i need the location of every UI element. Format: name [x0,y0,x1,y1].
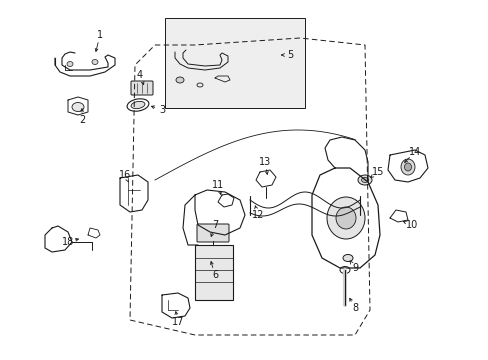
Ellipse shape [326,197,364,239]
Ellipse shape [67,62,73,67]
Text: 15: 15 [371,167,384,177]
FancyBboxPatch shape [131,81,153,95]
Text: 13: 13 [258,157,270,167]
Ellipse shape [400,159,414,175]
Text: 18: 18 [62,237,74,247]
Text: 8: 8 [351,303,357,313]
Ellipse shape [339,266,349,274]
Ellipse shape [342,255,352,261]
Bar [164,18,305,108]
Ellipse shape [176,77,183,83]
Text: 6: 6 [211,270,218,280]
Ellipse shape [335,207,355,229]
Bar [195,245,232,300]
Text: 7: 7 [211,220,218,230]
Ellipse shape [404,163,411,171]
Ellipse shape [361,177,368,183]
Ellipse shape [92,59,98,64]
Text: 14: 14 [408,147,420,157]
Text: 5: 5 [286,50,292,60]
Text: 4: 4 [137,70,143,80]
Text: 1: 1 [97,30,103,40]
Text: 9: 9 [351,263,357,273]
Text: 12: 12 [251,210,264,220]
FancyBboxPatch shape [197,224,228,242]
Text: 16: 16 [119,170,131,180]
Ellipse shape [131,102,144,109]
Text: 11: 11 [211,180,224,190]
Text: 10: 10 [405,220,417,230]
Ellipse shape [72,103,84,112]
Ellipse shape [357,175,371,185]
Text: 2: 2 [79,115,85,125]
Text: 17: 17 [171,317,184,327]
Text: 3: 3 [159,105,165,115]
